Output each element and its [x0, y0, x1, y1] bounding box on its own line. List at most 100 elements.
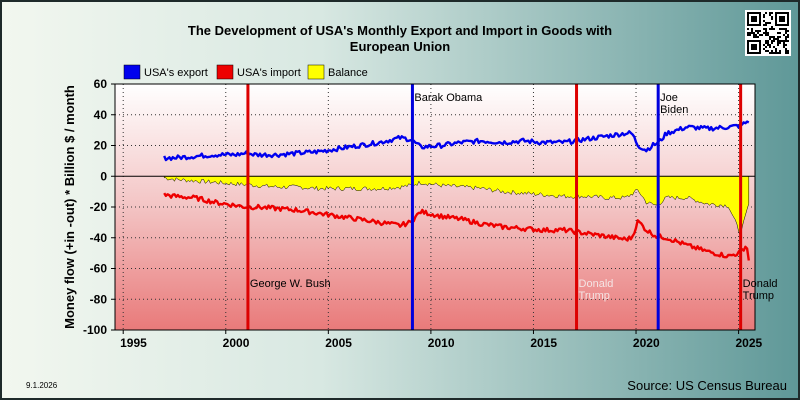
qr-module [765, 46, 767, 48]
qr-module [763, 14, 765, 16]
x-tick-label: 2025 [735, 336, 762, 350]
qr-module [747, 28, 749, 30]
qr-module [763, 48, 765, 50]
qr-module [765, 12, 767, 14]
qr-module [765, 30, 767, 32]
president-label-text: Joe [660, 92, 678, 104]
balance-series [163, 176, 750, 238]
y-tick-label: 60 [94, 77, 108, 91]
y-tick-label: -20 [90, 200, 108, 214]
qr-finder-core [751, 16, 757, 22]
president-label-text: Trump [743, 290, 774, 302]
qr-module [763, 20, 765, 22]
qr-module [751, 32, 753, 34]
qr-module [785, 50, 787, 52]
qr-module [773, 52, 775, 54]
y-tick-label: 0 [100, 169, 107, 183]
x-axis-ticks: 1995 2000 2005 2010 2015 2020 2025 [120, 330, 763, 350]
qr-module [767, 32, 769, 34]
president-label-text: George W. Bush [250, 278, 331, 290]
qr-module [763, 24, 765, 26]
qr-module [785, 40, 787, 42]
qr-module [769, 36, 771, 38]
president-label: Barak Obama [414, 92, 483, 104]
qr-module [779, 50, 781, 52]
qr-module [771, 12, 773, 14]
legend-swatch [307, 64, 325, 80]
x-tick-label: 2015 [530, 336, 557, 350]
qr-module [779, 32, 781, 34]
qr-module [771, 26, 773, 28]
qr-module [765, 32, 767, 34]
qr-module [753, 32, 755, 34]
qr-module [771, 42, 773, 44]
chart-title-line2: European Union [350, 39, 450, 54]
president-label: George W. Bush [250, 278, 331, 290]
qr-module [765, 50, 767, 52]
president-label-text: Trump [579, 290, 610, 302]
qr-module [785, 32, 787, 34]
qr-module [769, 44, 771, 46]
qr-finder-core [751, 44, 757, 50]
qr-module [781, 40, 783, 42]
import-line [163, 192, 750, 261]
qr-module [777, 32, 779, 34]
qr-module [783, 46, 785, 48]
qr-module [755, 34, 757, 36]
qr-module [777, 40, 779, 42]
qr-module [771, 16, 773, 18]
y-tick-label: 40 [94, 108, 108, 122]
qr-module [787, 36, 789, 38]
president-label-text: Barak Obama [414, 92, 483, 104]
president-label-text: Biden [660, 104, 688, 116]
y-axis-ticks: 60 40 20 0 -20 -40 -60 -80 -100 [83, 77, 115, 337]
qr-module [747, 32, 749, 34]
qr-module [767, 22, 769, 24]
qr-module [771, 18, 773, 20]
qr-module [787, 40, 789, 42]
qr-module [761, 34, 763, 36]
qr-module [779, 28, 781, 30]
qr-module [773, 40, 775, 42]
qr-module [769, 12, 771, 14]
qr-module [775, 50, 777, 52]
qr-module [757, 30, 759, 32]
chart-title-line1: The Development of USA's Monthly Export … [188, 23, 612, 38]
qr-module [777, 38, 779, 40]
qr-module [783, 34, 785, 36]
president-label-text: Donald [743, 278, 778, 290]
x-tick-label: 2000 [223, 336, 250, 350]
x-tick-label: 2020 [633, 336, 660, 350]
qr-module [747, 34, 749, 36]
qr-module [781, 28, 783, 30]
qr-module [783, 40, 785, 42]
legend-swatch [123, 64, 141, 80]
qr-module [769, 28, 771, 30]
series-lines [163, 120, 750, 261]
qr-module [755, 36, 757, 38]
qr-module [777, 52, 779, 54]
y-tick-label: -60 [90, 262, 108, 276]
qr-module [769, 52, 771, 54]
qr-module [765, 40, 767, 42]
qr-module [773, 46, 775, 48]
qr-module [779, 36, 781, 38]
qr-module [779, 42, 781, 44]
qr-module [765, 22, 767, 24]
qr-module [757, 36, 759, 38]
qr-module [759, 34, 761, 36]
qr-module [763, 16, 765, 18]
qr-module [775, 48, 777, 50]
qr-module [785, 28, 787, 30]
qr-module [767, 40, 769, 42]
qr-module [749, 32, 751, 34]
gridlines [115, 84, 755, 330]
date-label: 9.1.2026 [26, 381, 58, 390]
qr-module [755, 30, 757, 32]
qr-module [751, 28, 753, 30]
qr-module [779, 52, 781, 54]
